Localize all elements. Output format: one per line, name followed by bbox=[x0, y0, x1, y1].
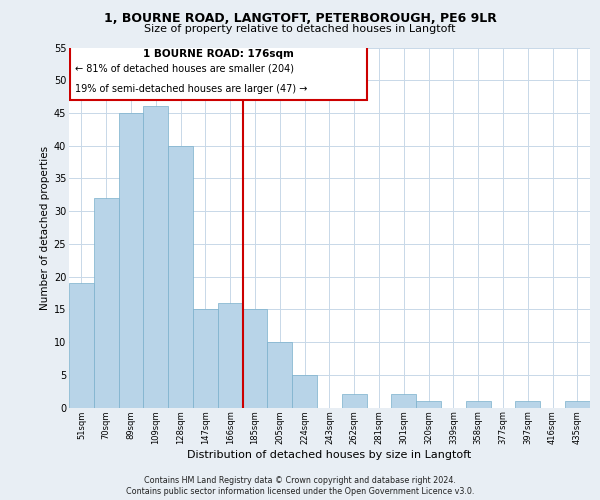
Bar bbox=[416, 401, 441, 407]
Bar bbox=[143, 106, 168, 408]
Bar bbox=[168, 146, 193, 408]
Bar bbox=[242, 310, 268, 408]
Y-axis label: Number of detached properties: Number of detached properties bbox=[40, 146, 50, 310]
Text: Size of property relative to detached houses in Langtoft: Size of property relative to detached ho… bbox=[144, 24, 456, 34]
Bar bbox=[342, 394, 367, 407]
Bar bbox=[565, 401, 590, 407]
Text: ← 81% of detached houses are smaller (204): ← 81% of detached houses are smaller (20… bbox=[75, 64, 294, 74]
Bar bbox=[268, 342, 292, 407]
FancyBboxPatch shape bbox=[70, 46, 367, 100]
Bar bbox=[193, 310, 218, 408]
Bar bbox=[69, 283, 94, 408]
X-axis label: Distribution of detached houses by size in Langtoft: Distribution of detached houses by size … bbox=[187, 450, 472, 460]
Bar bbox=[391, 394, 416, 407]
Text: Contains HM Land Registry data © Crown copyright and database right 2024.: Contains HM Land Registry data © Crown c… bbox=[144, 476, 456, 485]
Text: Contains public sector information licensed under the Open Government Licence v3: Contains public sector information licen… bbox=[126, 487, 474, 496]
Bar bbox=[119, 113, 143, 408]
Bar bbox=[218, 303, 242, 408]
Bar bbox=[515, 401, 540, 407]
Text: 1, BOURNE ROAD, LANGTOFT, PETERBOROUGH, PE6 9LR: 1, BOURNE ROAD, LANGTOFT, PETERBOROUGH, … bbox=[104, 12, 496, 26]
Bar bbox=[466, 401, 491, 407]
Bar bbox=[292, 375, 317, 408]
Text: 19% of semi-detached houses are larger (47) →: 19% of semi-detached houses are larger (… bbox=[75, 84, 308, 94]
Bar bbox=[94, 198, 119, 408]
Text: 1 BOURNE ROAD: 176sqm: 1 BOURNE ROAD: 176sqm bbox=[143, 49, 294, 59]
